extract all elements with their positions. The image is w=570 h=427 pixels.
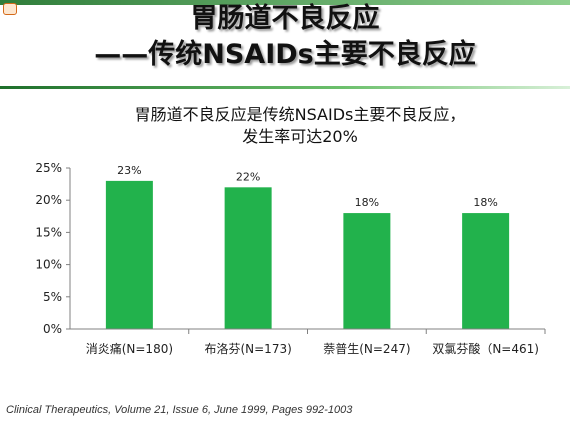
x-tick-label: 消炎痛(N=180) bbox=[86, 341, 173, 356]
y-axis: 0% 5% 10% 15% 20% 25% bbox=[35, 161, 71, 336]
slide-title: 胃肠道不良反应 bbox=[190, 3, 380, 34]
bar bbox=[105, 180, 153, 329]
data-label: 22% bbox=[236, 170, 260, 183]
y-tick-label: 5% bbox=[43, 290, 62, 304]
speech-bubble-icon bbox=[3, 3, 17, 15]
x-axis: 消炎痛(N=180) 布洛芬(N=173) 萘普生(N=247) 双氯芬酸（N=461… bbox=[70, 328, 546, 356]
chart-title: 胃肠道不良反应是传统NSAIDs主要不良反应， bbox=[134, 105, 466, 124]
y-tick-label: 15% bbox=[35, 225, 62, 239]
data-label: 18% bbox=[355, 196, 379, 209]
x-tick-label: 布洛芬(N=173) bbox=[204, 341, 291, 356]
x-tick-label: 双氯芬酸（N=461) bbox=[432, 341, 539, 356]
bar bbox=[224, 187, 272, 329]
top-accent-bar bbox=[0, 0, 570, 5]
bar bbox=[343, 213, 391, 329]
y-tick-label: 10% bbox=[35, 258, 62, 272]
slide-subtitle: ——传统NSAIDs主要不良反应 bbox=[94, 39, 476, 70]
chart-subtitle: 发生率可达20% bbox=[242, 127, 358, 146]
bar bbox=[462, 213, 510, 329]
data-label: 23% bbox=[117, 164, 141, 177]
y-tick-label: 25% bbox=[35, 161, 62, 175]
bars bbox=[105, 180, 510, 329]
citation: Clinical Therapeutics, Volume 21, Issue … bbox=[6, 404, 353, 416]
data-labels: 23% 22% 18% 18% bbox=[117, 164, 498, 209]
x-tick-label: 萘普生(N=247) bbox=[323, 342, 410, 356]
data-label: 18% bbox=[473, 196, 497, 209]
y-tick-label: 20% bbox=[35, 193, 62, 207]
title-divider bbox=[0, 86, 570, 89]
y-tick-label: 0% bbox=[43, 322, 62, 336]
